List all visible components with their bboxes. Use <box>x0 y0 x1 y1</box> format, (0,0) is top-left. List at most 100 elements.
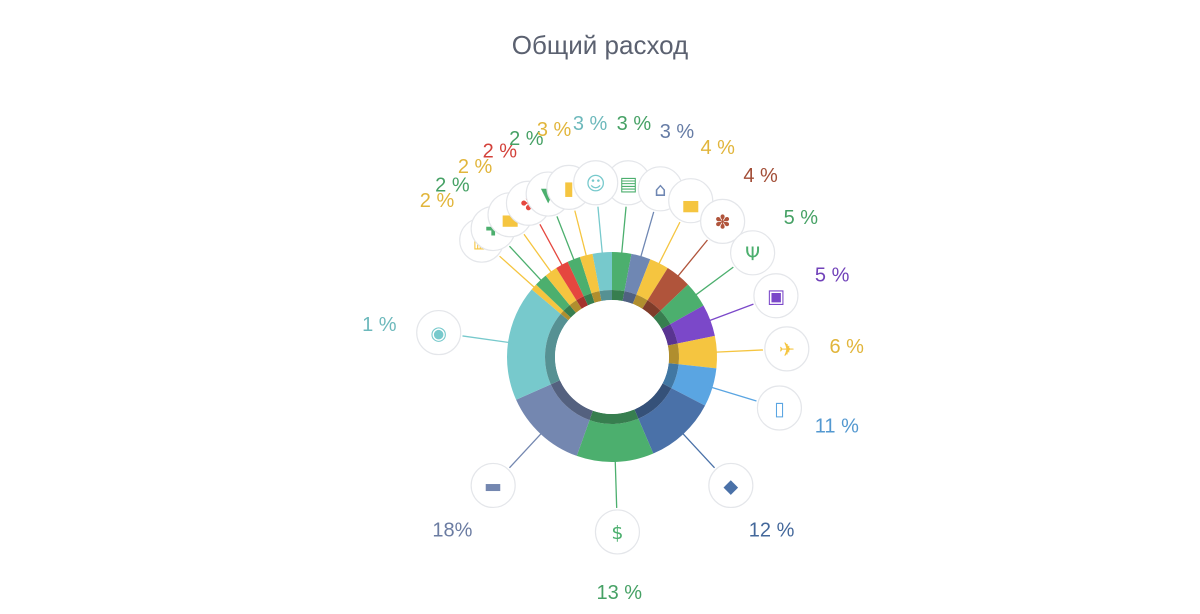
gift-box-icon: ▣ <box>753 273 799 319</box>
leader-line-18 <box>574 210 589 262</box>
leader-line-15 <box>523 233 555 277</box>
svg-text:◉: ◉ <box>430 323 447 345</box>
slice-inner-band-15 <box>569 300 582 313</box>
slice-inner-band-2 <box>622 291 637 304</box>
slice-inner-band-5 <box>653 310 671 330</box>
percent-label-2: 3 % <box>660 121 695 143</box>
slice-9 <box>638 388 706 454</box>
slice-inner-band-8 <box>662 363 679 389</box>
leader-line-5 <box>691 266 734 299</box>
percent-label-9: 12 % <box>749 520 795 542</box>
slice-inner-band-10 <box>589 409 639 424</box>
slice-15 <box>545 268 577 306</box>
slice-17 <box>567 257 592 297</box>
slice-18 <box>579 253 600 294</box>
leader-line-12 <box>462 335 515 344</box>
soccer-ball-icon: ◉ <box>416 309 462 356</box>
leader-line-8 <box>706 385 757 402</box>
bed-icon: ▬ <box>470 462 516 509</box>
phone-icon: ▯ <box>756 385 803 431</box>
slice-4 <box>647 268 688 311</box>
leader-lines <box>462 206 763 508</box>
percent-label-11: 18% <box>432 520 472 542</box>
svg-text:▮: ▮ <box>564 177 574 199</box>
leader-line-3 <box>655 221 681 269</box>
slice-1 <box>612 252 632 292</box>
slice-inner-band-18 <box>591 291 602 303</box>
percent-label-7: 6 % <box>830 336 865 358</box>
leader-line-1 <box>620 206 627 259</box>
slice-inner-band-16 <box>576 296 588 309</box>
leader-line-10 <box>614 455 618 508</box>
slice-inner-band-17 <box>583 293 595 306</box>
percent-label-19: 3 % <box>573 113 608 135</box>
svg-text:▬: ▬ <box>484 475 502 497</box>
slice-8 <box>671 364 717 406</box>
leader-line-7 <box>710 349 763 354</box>
chart-title: Общий расход <box>511 30 689 60</box>
slice-3 <box>636 259 668 301</box>
fork-knife-icon: Ψ <box>730 230 776 276</box>
percent-label-1: 3 % <box>617 113 652 135</box>
percent-labels: 3 % 3 %4 %4 %5 %5 %6 %11 %12 %13 %18%1 %2… <box>362 113 864 604</box>
svg-text:◆: ◆ <box>724 475 739 497</box>
leader-line-14 <box>508 245 546 285</box>
percent-label-6: 5 % <box>815 265 850 287</box>
leader-line-4 <box>674 239 708 281</box>
svg-text:▣: ▣ <box>767 286 785 308</box>
theater-masks-icon: ☺ <box>573 160 619 206</box>
percent-label-12: 1 % <box>362 314 397 336</box>
slice-inner-band-9 <box>634 383 672 419</box>
slice-10 <box>576 418 654 462</box>
leader-line-17 <box>556 216 577 266</box>
percent-label-4: 4 % <box>743 165 778 187</box>
donut-slices <box>507 252 717 462</box>
slice-16 <box>556 261 584 301</box>
percent-label-5: 5 % <box>784 207 819 229</box>
car-icon: ▄ <box>668 178 714 224</box>
donut-center-hole <box>555 300 669 414</box>
svg-text:$: $ <box>611 522 623 544</box>
svg-text:✽: ✽ <box>715 211 731 233</box>
svg-text:☺: ☺ <box>586 173 606 195</box>
leader-line-13 <box>499 255 539 292</box>
slice-inner-band-3 <box>632 294 648 309</box>
svg-text:▤: ▤ <box>619 173 637 195</box>
percent-label-8: 11 % <box>815 415 859 437</box>
slice-5 <box>660 284 704 325</box>
leader-line-19 <box>597 206 604 259</box>
slice-inner-band-4 <box>642 300 661 318</box>
paw-icon: ✽ <box>700 198 746 245</box>
leader-line-9 <box>678 429 716 469</box>
slice-inner-band-12 <box>544 313 569 385</box>
slice-inner-band-1 <box>612 290 625 301</box>
leader-line-2 <box>638 211 655 263</box>
slice-12 <box>507 289 561 400</box>
svg-text:✈: ✈ <box>779 339 795 361</box>
slice-11 <box>516 384 590 456</box>
svg-text:▄: ▄ <box>682 191 698 213</box>
percent-label-17: 2 % <box>509 128 544 150</box>
slice-inner-band-13 <box>560 310 571 321</box>
percent-label-16: 2 % <box>483 141 518 163</box>
percent-label-13: 2 % <box>420 190 455 212</box>
percent-label-14: 2 % <box>435 174 470 196</box>
slice-inner-band-14 <box>563 305 576 318</box>
slice-6 <box>670 305 715 344</box>
percent-label-3: 4 % <box>700 137 735 159</box>
slice-19 <box>592 252 612 292</box>
slice-inner-band-19 <box>599 290 612 301</box>
svg-text:Ψ: Ψ <box>745 243 760 265</box>
slice-13 <box>531 284 564 314</box>
plane-icon: ✈ <box>764 326 810 372</box>
slice-icons: ▤⌂▄✽Ψ▣✈▯◆$▬◉▥✚▄✤▼▮☺ <box>416 160 810 555</box>
leader-line-16 <box>539 224 566 271</box>
slice-7 <box>677 335 717 369</box>
percent-label-10: 13 % <box>597 582 643 604</box>
graduation-cap-icon: ◆ <box>708 462 754 509</box>
slice-inner-band-6 <box>661 324 678 346</box>
slice-inner-band-11 <box>550 380 593 421</box>
leader-line-6 <box>704 303 754 323</box>
svg-text:▯: ▯ <box>774 398 784 420</box>
